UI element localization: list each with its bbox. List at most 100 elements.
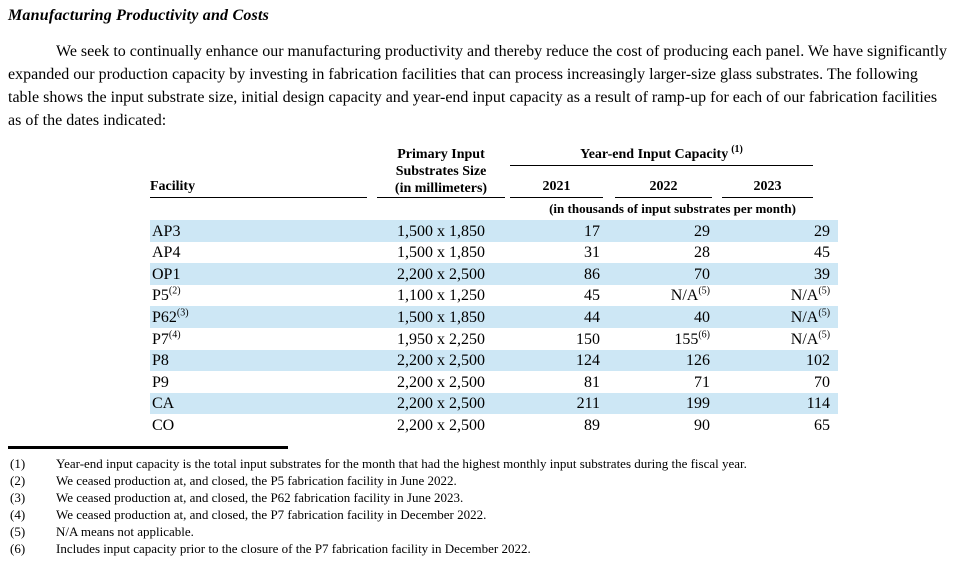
size-cell: 1,500 x 1,850 [397, 308, 485, 326]
footnote-ref: (6) [698, 329, 710, 341]
size-cell: 1,950 x 2,250 [397, 330, 485, 348]
value-cell-2023: N/A(5) [790, 307, 831, 326]
footnote-item: (5) N/A means not applicable. [8, 523, 952, 540]
footnote-number: (1) [10, 455, 26, 471]
value-cell-2021: 89 [584, 416, 600, 434]
size-cell: 2,200 x 2,500 [397, 373, 485, 391]
value-cell-2022: 29 [694, 222, 710, 240]
footnote-text: Includes input capacity prior to the clo… [56, 540, 531, 556]
size-header-line-2: Substrates Size [395, 164, 487, 179]
column-header-2021: 2021 [507, 166, 605, 198]
value-cell-2021: 150 [576, 330, 600, 348]
table-row: P62(3) 1,500 x 1,850 44 40 N/A(5) [150, 306, 839, 328]
facility-cell: CA [152, 395, 175, 413]
spacer-cell [377, 198, 507, 220]
footnote-divider [8, 445, 288, 449]
facility-cell: P7(4) [152, 329, 181, 348]
table-row: P5(2) 1,100 x 1,250 45 N/A(5) N/A(5) [150, 285, 838, 307]
size-cell: 1,100 x 1,250 [397, 287, 485, 305]
facility-cell: CO [152, 416, 175, 434]
value-cell-2022: N/A(5) [670, 286, 710, 305]
size-cell: 2,200 x 2,500 [397, 265, 485, 283]
size-cell: 2,200 x 2,500 [397, 352, 485, 370]
facility-header-label: Facility [150, 179, 196, 194]
column-header-substrate-size: Primary Input Substrates Size (in millim… [377, 146, 507, 198]
intro-paragraph: We seek to continually enhance our manuf… [8, 43, 948, 129]
size-header-line-3: (in millimeters) [394, 181, 488, 196]
value-cell-2021: 31 [584, 244, 600, 262]
unit-note: (in thousands of input substrates per mo… [549, 201, 796, 216]
footnote-text: We ceased production at, and closed, the… [56, 489, 464, 505]
value-cell-2021: 81 [584, 373, 600, 391]
value-cell-2022: 155(6) [674, 329, 710, 348]
footnote-ref: (5) [818, 286, 831, 298]
value-cell-2023: N/A(5) [790, 286, 831, 305]
footnote-number: (4) [10, 506, 26, 522]
column-header-facility: Facility [150, 146, 377, 198]
facility-cell: AP4 [152, 244, 181, 262]
group-header-label: Year-end Input Capacity [580, 147, 729, 162]
footnote-ref: (5) [698, 286, 710, 298]
facility-cell: P9 [152, 373, 169, 391]
footnote-text: Year-end input capacity is the total inp… [56, 455, 747, 471]
footnote-ref: (2) [168, 286, 181, 298]
spacer-cell [150, 198, 377, 220]
facility-cell: AP3 [152, 222, 181, 240]
section-title: Manufacturing Productivity and Costs [8, 7, 270, 24]
footnote-list: (1) Year-end input capacity is the total… [8, 455, 952, 557]
value-cell-2022: 90 [694, 416, 710, 434]
footnote-text: N/A means not applicable. [56, 523, 194, 539]
capacity-table: Facility Primary Input Substrates Size (… [150, 144, 839, 436]
footnote-item: (6) Includes input capacity prior to the… [8, 540, 952, 557]
value-cell-2021: 124 [576, 352, 600, 370]
table-row: P7(4) 1,950 x 2,250 150 155(6) N/A(5) [150, 328, 838, 350]
table-body: AP3 1,500 x 1,850 17 29 29 AP4 1,500 x 1… [150, 220, 839, 436]
value-cell-2023: 29 [814, 222, 831, 240]
value-cell-2023: 39 [814, 265, 831, 283]
footnote-text: We ceased production at, and closed, the… [56, 506, 487, 522]
footnote-item: (1) Year-end input capacity is the total… [8, 455, 952, 472]
size-header-line-1: Primary Input [397, 147, 485, 162]
value-cell-2023: 114 [806, 395, 831, 413]
value-cell-2023: 65 [814, 416, 831, 434]
table-row: P8 2,200 x 2,500 124 126 102 [150, 349, 839, 372]
table-row: P9 2,200 x 2,500 81 71 70 [150, 371, 838, 393]
table-row: AP3 1,500 x 1,850 17 29 29 [150, 220, 839, 242]
size-cell: 2,200 x 2,500 [397, 395, 485, 413]
value-cell-2022: 71 [694, 373, 710, 391]
footnote-number: (2) [10, 472, 26, 488]
table-row: CO 2,200 x 2,500 89 90 65 [150, 414, 838, 436]
footnote-number: (3) [10, 489, 26, 505]
footnote-item: (3) We ceased production at, and closed,… [8, 489, 952, 506]
footnote-ref: (4) [168, 329, 181, 341]
table-header: Facility Primary Input Substrates Size (… [150, 144, 838, 220]
value-cell-2022: 40 [694, 308, 710, 326]
facility-cell: P62(3) [152, 307, 189, 326]
value-cell-2023: 70 [814, 373, 831, 391]
value-cell-2022: 28 [694, 244, 710, 262]
footnote-ref: (5) [818, 307, 831, 319]
footnote-ref: (5) [818, 329, 831, 341]
footnote-ref-1: (1) [731, 144, 743, 156]
footnote-item: (2) We ceased production at, and closed,… [8, 472, 952, 489]
footnote-number: (5) [10, 523, 26, 539]
value-cell-2022: 70 [694, 265, 710, 283]
value-cell-2023: 102 [806, 352, 831, 370]
footnote-ref: (3) [176, 307, 189, 319]
value-cell-2023: N/A(5) [790, 329, 831, 348]
footnote-number: (6) [10, 540, 26, 556]
facility-cell: P8 [152, 352, 169, 370]
size-cell: 1,500 x 1,850 [397, 244, 485, 262]
footnote-text: We ceased production at, and closed, the… [56, 472, 457, 488]
value-cell-2021: 211 [576, 395, 600, 413]
value-cell-2022: 199 [686, 395, 710, 413]
value-cell-2021: 44 [584, 308, 600, 326]
column-header-2023: 2023 [713, 166, 838, 198]
table-row: AP4 1,500 x 1,850 31 28 45 [150, 242, 838, 264]
column-group-header-year-end-capacity: Year-end Input Capacity (1) [507, 144, 838, 166]
value-cell-2021: 45 [584, 287, 600, 305]
value-cell-2022: 126 [686, 352, 710, 370]
size-cell: 1,500 x 1,850 [397, 222, 485, 240]
value-cell-2021: 17 [584, 222, 600, 240]
column-header-2022: 2022 [605, 166, 713, 198]
